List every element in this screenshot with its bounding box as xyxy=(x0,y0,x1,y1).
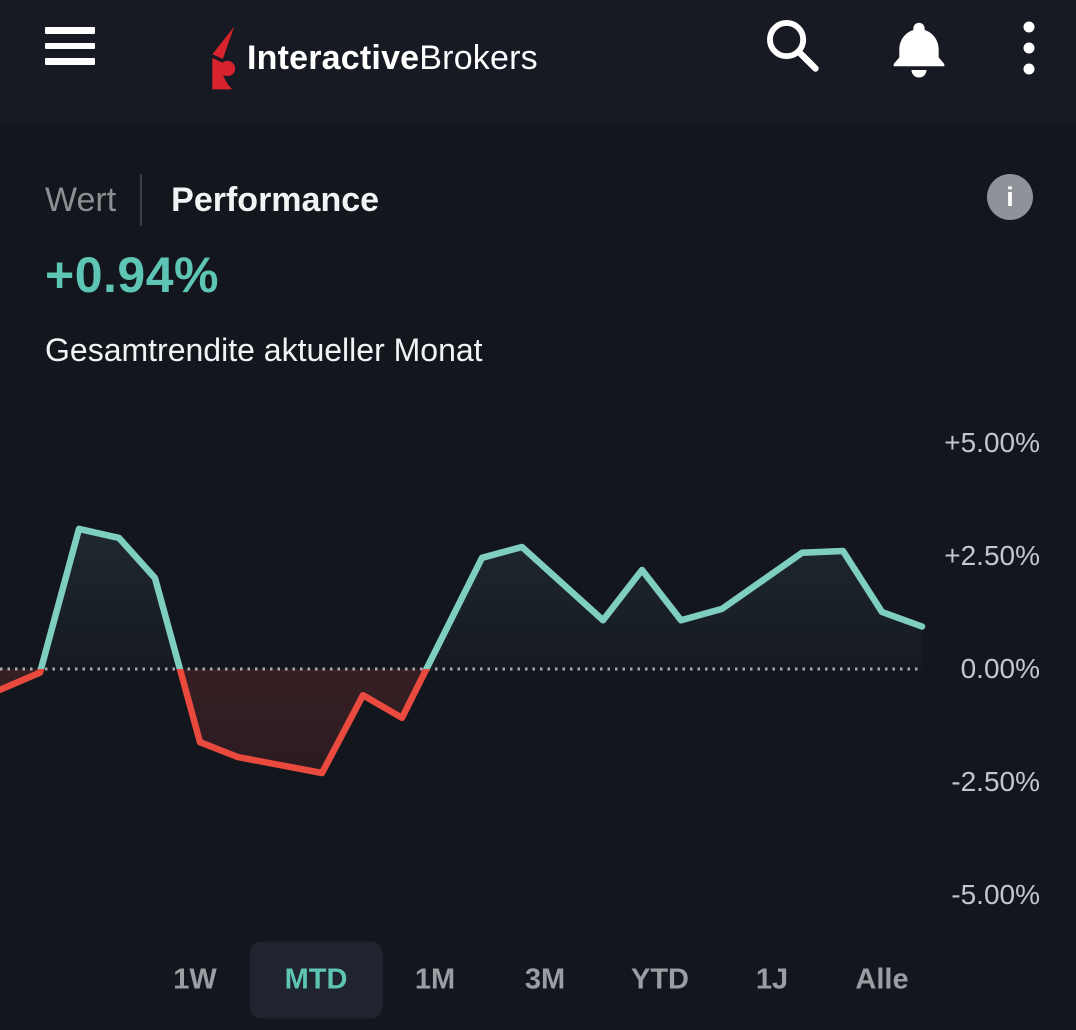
view-tabs: Wert Performance xyxy=(45,174,379,226)
info-icon[interactable]: i xyxy=(987,174,1033,220)
performance-line-chart[interactable] xyxy=(0,410,1076,930)
kebab-menu-icon[interactable] xyxy=(1020,20,1038,76)
brand-logo: InteractiveBrokers xyxy=(200,24,538,92)
brand-name-regular: Brokers xyxy=(419,38,538,77)
brand-name: InteractiveBrokers xyxy=(247,39,538,78)
app-bar: InteractiveBrokers xyxy=(0,0,1076,124)
range-button-ytd[interactable]: YTD xyxy=(621,944,699,1017)
range-button-1j[interactable]: 1J xyxy=(746,944,798,1017)
tab-divider xyxy=(140,174,143,226)
bell-icon[interactable] xyxy=(888,18,950,78)
tab-wert[interactable]: Wert xyxy=(45,180,117,219)
search-icon[interactable] xyxy=(763,16,823,76)
performance-chart[interactable]: +5.00% +2.50% 0.00% -2.50% -5.00% xyxy=(0,410,1076,930)
range-button-alle[interactable]: Alle xyxy=(845,944,918,1017)
tab-performance[interactable]: Performance xyxy=(171,180,380,219)
ib-logo-icon xyxy=(212,26,236,90)
return-caption: Gesamtrendite aktueller Monat xyxy=(45,332,483,368)
y-axis-label-5: +5.00% xyxy=(944,427,1040,458)
range-button-mtd[interactable]: MTD xyxy=(249,941,383,1019)
range-button-1w[interactable]: 1W xyxy=(163,944,227,1017)
hamburger-menu-icon[interactable] xyxy=(45,27,95,65)
info-icon-glyph: i xyxy=(1006,181,1014,212)
range-button-1m[interactable]: 1M xyxy=(405,944,465,1017)
y-axis-label--2.5: -2.50% xyxy=(951,766,1040,797)
y-axis-label--5: -5.00% xyxy=(951,879,1040,910)
y-axis-label-0: 0.00% xyxy=(960,653,1040,684)
range-button-3m[interactable]: 3M xyxy=(515,944,575,1017)
brand-name-bold: Interactive xyxy=(247,38,420,77)
y-axis-label-2.5: +2.50% xyxy=(944,540,1040,571)
range-selector: 1W MTD 1M 3M YTD 1J Alle xyxy=(0,938,1076,1022)
return-value: +0.94% xyxy=(45,247,219,303)
